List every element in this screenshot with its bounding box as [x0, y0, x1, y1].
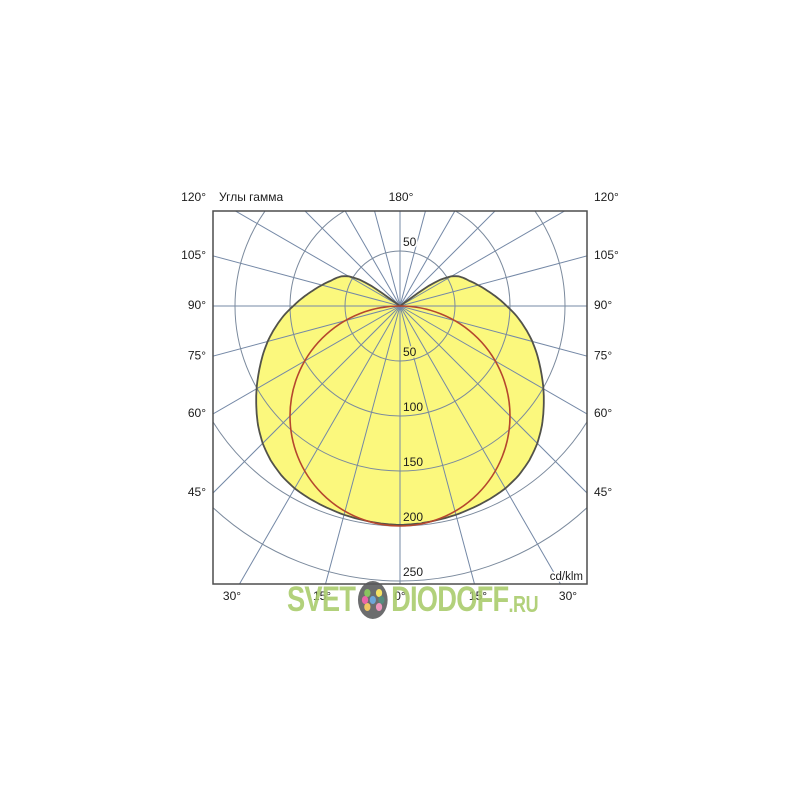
plot-border — [212, 210, 588, 585]
gamma-ray-line — [304, 211, 401, 307]
ring-value-label: 250 — [403, 565, 423, 579]
intensity-ring — [213, 506, 587, 582]
gamma-ray-line — [399, 211, 496, 307]
gamma-ray-line — [399, 305, 562, 584]
svetodiodoff-dots-logo-icon — [358, 581, 388, 619]
intensity-ring — [234, 211, 566, 472]
gamma-ray-line — [344, 211, 401, 307]
gamma-angle-label-left: 105° — [181, 248, 206, 262]
luminaire-curve-outline — [255, 275, 545, 526]
gamma-angle-label-left: 120° — [181, 190, 206, 204]
gamma-angle-label-left: 90° — [188, 298, 206, 312]
logo-ring-dot — [364, 588, 371, 597]
logo-ring-dot — [361, 596, 369, 604]
gamma-angle-label-bottom: 15° — [469, 589, 487, 603]
intensity-ring — [289, 211, 511, 417]
watermark-text-tld: .RU — [508, 591, 539, 617]
ring-value-label: 200 — [403, 510, 423, 524]
watermark-text-prefix: SVET — [287, 580, 356, 619]
gamma-angle-label-right: 105° — [594, 248, 619, 262]
chart-title: Углы гамма — [219, 190, 283, 204]
logo-ring-dot — [378, 596, 385, 604]
gamma-ray-line — [399, 211, 456, 307]
gamma-angle-label-right: 120° — [594, 190, 619, 204]
gamma-ray-line — [213, 255, 401, 307]
gamma-ray-line — [399, 305, 476, 584]
gamma-angle-label-right: 75° — [594, 348, 612, 362]
gamma-angle-label-left: 75° — [188, 348, 206, 362]
unit-label: cd/klm — [550, 571, 583, 583]
gamma-ray-line — [399, 305, 587, 357]
gamma-angle-label-bottom: 30° — [223, 589, 241, 603]
gamma-ray-line — [399, 305, 587, 494]
gamma-angle-label-bottom: 15° — [313, 589, 331, 603]
gamma-angle-label-right: 45° — [594, 485, 612, 499]
intensity-ring — [344, 250, 456, 362]
ring-value-label: 100 — [403, 400, 423, 414]
gamma-angle-label-right: 90° — [594, 298, 612, 312]
gamma-ray-line — [238, 305, 401, 584]
gamma-angle-label-bottom: 0° — [394, 589, 406, 603]
watermark: SVET DIODOFF .RU — [287, 580, 539, 619]
gamma-ray-line — [399, 211, 426, 307]
gamma-angle-label-left: 45° — [188, 485, 206, 499]
gamma-angle-label-bottom: 30° — [559, 589, 577, 603]
ring-value-label: 150 — [403, 455, 423, 469]
logo-ring-dot — [364, 603, 371, 612]
gamma-angle-label-top: 180° — [389, 190, 414, 204]
ring-value-label: 50 — [403, 345, 417, 359]
gamma-ray-line — [374, 211, 401, 307]
gamma-ray-line — [399, 211, 566, 307]
cosine-reference-curve — [289, 305, 511, 527]
gamma-angle-label-right: 60° — [594, 406, 612, 420]
watermark-text-suffix: DIODOFF — [391, 580, 509, 619]
gamma-ray-line — [213, 305, 401, 494]
logo-center-dot — [370, 596, 377, 604]
gamma-ray-line — [324, 305, 401, 584]
gamma-ray-line — [234, 211, 401, 307]
gamma-ray-line — [399, 255, 587, 307]
logo-ring-dot — [375, 588, 383, 597]
logo-ring-dot — [375, 603, 383, 612]
gamma-angle-label-left: 60° — [188, 406, 206, 420]
gamma-ray-line — [399, 305, 587, 415]
gamma-ray-line — [213, 305, 401, 357]
ring-value-label-upper: 50 — [403, 235, 417, 249]
gamma-ray-line — [213, 305, 401, 415]
